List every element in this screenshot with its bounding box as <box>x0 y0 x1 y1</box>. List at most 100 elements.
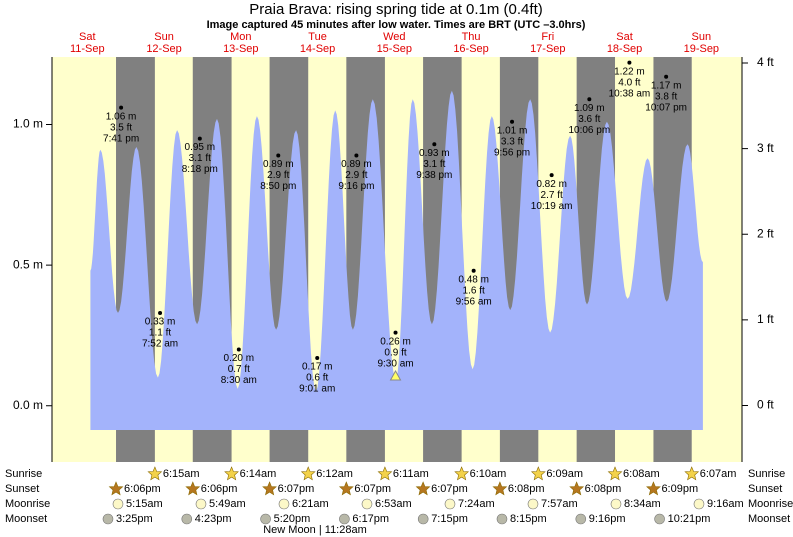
sunrise-time: 6:08am <box>623 468 660 480</box>
extreme-time: 7:52 am <box>142 339 178 350</box>
moonset-time: 7:15pm <box>431 513 468 525</box>
day-weekday: Sat <box>79 31 96 43</box>
extreme-feet: 0.9 ft <box>384 347 406 358</box>
moonrise-time: 8:34am <box>624 498 661 510</box>
extreme-feet: 4.0 ft <box>618 77 640 88</box>
extreme-dot <box>549 173 554 178</box>
sunrise-icon <box>684 466 700 481</box>
day-weekday: Mon <box>230 31 251 43</box>
sunrise-icon <box>300 466 316 481</box>
row-label: Moonset <box>5 513 47 525</box>
extreme-time: 10:38 am <box>609 88 651 99</box>
sunset-icon <box>262 481 277 496</box>
extreme-time: 8:18 pm <box>182 164 218 175</box>
moonset-icon <box>260 513 271 525</box>
tide-area <box>90 90 703 430</box>
sunset-time: 6:06pm <box>201 483 238 495</box>
moonrise-time: 5:15am <box>126 498 163 510</box>
moonrise-time: 7:57am <box>541 498 578 510</box>
extreme-time: 9:38 pm <box>416 170 452 181</box>
extreme-feet: 2.9 ft <box>345 170 367 181</box>
extreme-dot <box>119 105 124 110</box>
moonset-icon <box>654 513 665 525</box>
moonrise-time: 6:53am <box>375 498 412 510</box>
day-weekday: Thu <box>462 31 481 43</box>
day-date: 14-Sep <box>300 43 335 55</box>
moonset-time: 8:15pm <box>510 513 547 525</box>
sunset-time: 6:07pm <box>354 483 391 495</box>
y-tick-label: 0.5 m <box>13 257 43 271</box>
chart-subtitle: Image captured 45 minutes after low wate… <box>207 19 586 31</box>
extreme-height: 0.20 m <box>224 353 255 364</box>
extreme-dot <box>354 153 359 158</box>
extreme-dot <box>471 268 476 273</box>
extreme-feet: 0.6 ft <box>306 373 328 384</box>
moonset-icon <box>575 513 587 525</box>
extreme-dot <box>197 136 202 141</box>
sunset-time: 6:09pm <box>661 483 698 495</box>
moonrise-icon <box>112 498 124 510</box>
sunrise-time: 6:09am <box>546 468 583 480</box>
moonrise-time: 5:49am <box>209 498 246 510</box>
moonset-icon <box>417 513 429 525</box>
moonset-icon <box>339 513 350 525</box>
extreme-height: 1.06 m <box>106 111 137 122</box>
extreme-feet: 3.5 ft <box>110 122 132 133</box>
extreme-time: 10:06 pm <box>568 125 610 136</box>
extreme-height: 0.26 m <box>380 336 411 347</box>
row-label: Sunset <box>5 483 39 495</box>
extreme-height: 0.17 m <box>302 362 333 373</box>
day-date: 19-Sep <box>684 43 719 55</box>
sunset-icon <box>338 481 354 496</box>
sunrise-time: 6:07am <box>700 468 737 480</box>
y2-tick-label: 2 ft <box>757 226 774 240</box>
sunset-time: 6:07pm <box>431 483 468 495</box>
moonrise-icon <box>610 498 622 510</box>
extreme-height: 0.89 m <box>341 159 372 170</box>
sunrise-icon <box>224 466 239 481</box>
day-weekday: Sun <box>692 31 712 43</box>
day-weekday: Fri <box>541 31 554 43</box>
day-weekday: Tue <box>308 31 327 43</box>
sunrise-time: 6:11am <box>393 468 429 480</box>
extreme-dot <box>236 347 241 352</box>
row-label: Moonset <box>748 513 790 525</box>
moonrise-time: 6:21am <box>292 498 329 510</box>
extreme-dot <box>587 97 592 102</box>
extreme-height: 0.82 m <box>536 179 567 190</box>
row-label: Sunrise <box>5 468 42 480</box>
row-label: Sunrise <box>748 468 785 480</box>
extreme-feet: 3.3 ft <box>501 136 523 147</box>
moonrise-time: 7:24am <box>458 498 495 510</box>
day-date: 16-Sep <box>453 43 488 55</box>
moonrise-icon <box>693 498 705 510</box>
sunrise-icon <box>607 466 623 481</box>
extreme-dot <box>315 355 320 360</box>
moonrise-time: 9:16am <box>707 498 744 510</box>
extreme-dot <box>393 330 398 335</box>
sunset-time: 6:06pm <box>124 483 161 495</box>
extreme-feet: 3.8 ft <box>655 91 677 102</box>
extreme-dot <box>158 310 163 315</box>
extreme-height: 1.22 m <box>614 66 645 77</box>
sunrise-icon <box>454 466 470 481</box>
y-tick-label: 1.0 m <box>13 117 43 131</box>
day-date: 13-Sep <box>223 43 258 55</box>
extreme-height: 0.93 m <box>419 148 450 159</box>
day-date: 15-Sep <box>377 43 412 55</box>
extreme-dot <box>276 153 281 158</box>
sunset-time: 6:08pm <box>585 483 622 495</box>
sunset-icon <box>492 481 508 496</box>
moonset-icon <box>496 513 508 525</box>
sunrise-icon <box>147 466 163 481</box>
moonset-icon <box>181 513 193 525</box>
sunset-time: 6:07pm <box>278 483 315 495</box>
extreme-feet: 3.6 ft <box>578 114 600 125</box>
moonset-time: 5:20pm <box>274 513 311 525</box>
y2-tick-label: 4 ft <box>757 55 774 69</box>
extreme-dot <box>627 60 632 65</box>
day-date: 12-Sep <box>146 43 181 55</box>
extreme-feet: 2.9 ft <box>267 170 289 181</box>
moonset-icon <box>102 513 114 525</box>
